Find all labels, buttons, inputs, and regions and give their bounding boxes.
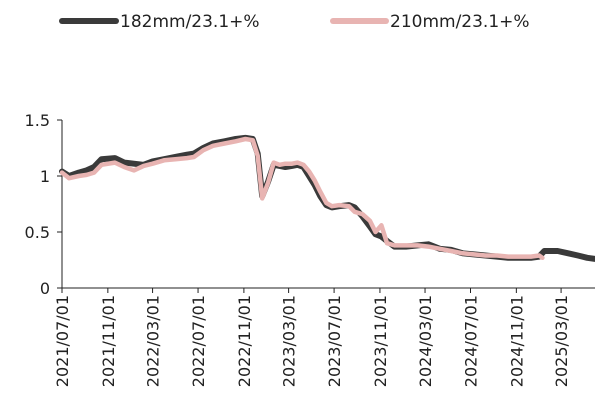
y-tick-label: 1 (40, 167, 50, 186)
x-tick-label: 2024/03/01 (416, 295, 435, 387)
x-tick-label: 2025/03/01 (552, 295, 571, 387)
x-tick-label: 2021/07/01 (53, 295, 72, 387)
x-tick-label: 2022/07/01 (189, 295, 208, 387)
x-tick-label: 2023/07/01 (325, 295, 344, 387)
legend: 182mm/23.1+% 210mm/23.1+% (59, 12, 530, 32)
legend-label-210mm: 210mm/23.1+% (390, 12, 530, 32)
x-axis: 2021/07/01 2021/11/01 2022/03/01 2022/07/01… (53, 287, 595, 387)
x-tick-label: 2021/11/01 (99, 295, 118, 387)
series-line-182mm (59, 134, 595, 262)
x-tick-label: 2023/03/01 (280, 295, 299, 387)
plot-area (59, 134, 595, 262)
x-tick-label: 2022/11/01 (235, 295, 254, 387)
x-tick-label: 2024/07/01 (462, 295, 481, 387)
legend-item-210mm: 210mm/23.1+% (330, 12, 530, 32)
y-tick-label: 0.5 (25, 223, 50, 242)
legend-item-182mm: 182mm/23.1+% (59, 12, 260, 32)
y-tick-label: 1.5 (25, 111, 50, 130)
x-tick-label: 2023/11/01 (371, 295, 390, 387)
x-tick-label: 2024/11/01 (507, 295, 526, 387)
y-axis: 0 0.5 1 1.5 (25, 111, 63, 298)
series-line-210mm (59, 136, 545, 261)
legend-label-182mm: 182mm/23.1+% (120, 12, 260, 32)
x-tick-label: 2022/03/01 (144, 295, 163, 387)
y-tick-label: 0 (40, 279, 50, 298)
